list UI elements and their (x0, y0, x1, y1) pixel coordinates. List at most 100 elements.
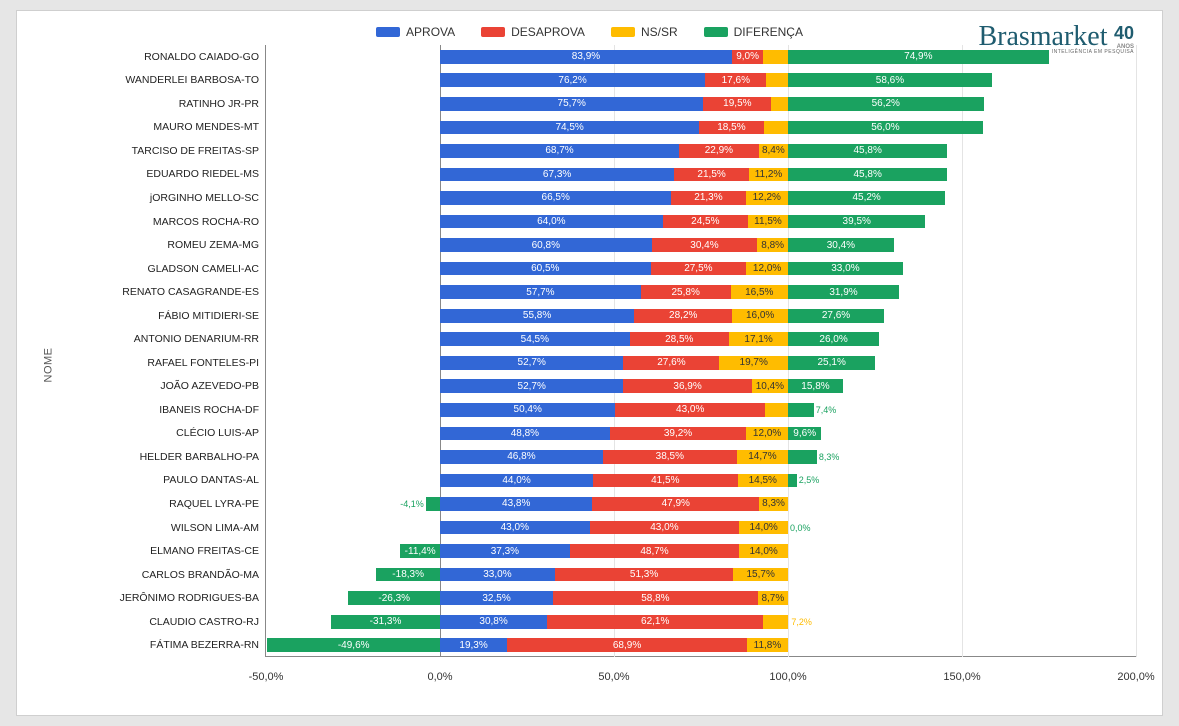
bar-segment-desaprova: 28,5% (630, 332, 729, 346)
category-label: jORGINHO MELLO-SC (51, 193, 259, 204)
bar-segment-nssr: 7,2% (763, 615, 788, 629)
legend-item-diferenca: DIFERENÇA (704, 25, 803, 39)
bar-segment-diferenca: 74,9% (788, 50, 1049, 64)
bar-row: 66,5%21,3%12,2%45,2% (266, 191, 1136, 205)
x-tick-label: 200,0% (1117, 671, 1154, 683)
bar-segment-desaprova: 28,2% (634, 309, 732, 323)
bar-row: 55,8%28,2%16,0%27,6% (266, 309, 1136, 323)
bar-row: 46,8%38,5%14,7%8,3% (266, 450, 1136, 464)
bar-segment-aprova: 74,5% (440, 121, 699, 135)
bar-segment-nssr: 15,7% (733, 568, 788, 582)
bar-row: 67,3%21,5%11,2%45,8% (266, 168, 1136, 182)
bar-segment-nssr: 8,3% (759, 497, 788, 511)
bar-segment-nssr: 12,2% (746, 191, 788, 205)
bar-segment-nssr: 11,5% (748, 215, 788, 229)
bar-segment-diferenca: 26,0% (788, 332, 878, 346)
bar-row: 74,5%18,5%7,0%56,0% (266, 121, 1136, 135)
bar-segment-desaprova: 27,5% (651, 262, 747, 276)
bar-segment-desaprova: 21,3% (671, 191, 745, 205)
bar-row: 52,7%27,6%19,7%25,1% (266, 356, 1136, 370)
bar-segment-desaprova: 43,0% (590, 521, 740, 535)
bar-segment-nssr: 8,4% (759, 144, 788, 158)
bar-segment-aprova: 55,8% (440, 309, 634, 323)
category-label: PAULO DANTAS-AL (51, 475, 259, 486)
bar-segment-aprova: 48,8% (440, 427, 610, 441)
legend-label: APROVA (406, 25, 455, 39)
chart-card: Brasmarket 40 ANOS INTELIGÊNCIA EM PESQU… (16, 10, 1163, 716)
bar-segment-desaprova: 58,8% (553, 591, 758, 605)
y-axis-labels: RONALDO CAIADO-GOWANDERLEI BARBOSA-TORAT… (51, 45, 259, 657)
bar-segment-desaprova: 51,3% (555, 568, 734, 582)
bar-segment-diferenca: 56,0% (788, 121, 983, 135)
bar-segment-diferenca: 27,6% (788, 309, 884, 323)
category-label: RATINHO JR-PR (51, 99, 259, 110)
legend-swatch (704, 27, 728, 37)
category-label: ANTONIO DENARIUM-RR (51, 334, 259, 345)
bar-segment-diferenca: 58,6% (788, 73, 992, 87)
category-label: ELMANO FREITAS-CE (51, 546, 259, 557)
chart-area: -50,0%0,0%50,0%100,0%150,0%200,0%83,9%9,… (265, 45, 1136, 657)
bar-row: 64,0%24,5%11,5%39,5% (266, 215, 1136, 229)
bar-segment-nssr: 11,8% (747, 638, 788, 652)
category-label: RAQUEL LYRA-PE (51, 499, 259, 510)
legend-item-aprova: APROVA (376, 25, 455, 39)
category-label: FÁBIO MITIDIERI-SE (51, 310, 259, 321)
bar-segment-nssr: 6,6% (765, 403, 788, 417)
bar-segment-desaprova: 24,5% (663, 215, 748, 229)
bar-segment-diferenca: -31,3% (331, 615, 440, 629)
bar-segment-diferenca: -26,3% (348, 591, 440, 605)
x-gridline (962, 45, 963, 657)
bar-segment-nssr: 14,0% (739, 521, 788, 535)
bar-segment-aprova: 30,8% (440, 615, 547, 629)
category-label: MARCOS ROCHA-RO (51, 216, 259, 227)
x-gridline (614, 45, 615, 657)
bar-segment-desaprova: 30,4% (652, 238, 758, 252)
bar-row: 48,8%39,2%12,0%9,6% (266, 427, 1136, 441)
bar-segment-desaprova: 19,5% (703, 97, 771, 111)
bar-segment-diferenca: -11,4% (400, 544, 440, 558)
bar-segment-aprova: 54,5% (440, 332, 630, 346)
legend-item-desaprova: DESAPROVA (481, 25, 585, 39)
chart-plot: NOME RONALDO CAIADO-GOWANDERLEI BARBOSA-… (39, 45, 1140, 685)
bar-row: 30,8%62,1%7,2%-31,3% (266, 615, 1136, 629)
category-label: IBANEIS ROCHA-DF (51, 405, 259, 416)
bar-segment-nssr: 6,2% (766, 73, 788, 87)
bar-segment-diferenca: 2,5% (788, 474, 797, 488)
bar-segment-desaprova: 27,6% (623, 356, 719, 370)
bar-row: 83,9%9,0%7,1%74,9% (266, 50, 1136, 64)
x-axis-line (266, 656, 1136, 657)
bar-segment-aprova: 33,0% (440, 568, 555, 582)
bar-segment-diferenca: 9,6% (788, 427, 821, 441)
bar-segment-desaprova: 38,5% (603, 450, 737, 464)
category-label: RENATO CASAGRANDE-ES (51, 287, 259, 298)
bar-segment-aprova: 44,0% (440, 474, 593, 488)
x-tick-label: 150,0% (943, 671, 980, 683)
bar-segment-aprova: 50,4% (440, 403, 615, 417)
bar-segment-aprova: 68,7% (440, 144, 679, 158)
bar-segment-desaprova: 21,5% (674, 168, 749, 182)
bar-segment-diferenca: -4,1% (426, 497, 440, 511)
bar-segment-diferenca: 7,4% (788, 403, 814, 417)
bar-segment-desaprova: 18,5% (699, 121, 763, 135)
category-label: RAFAEL FONTELES-PI (51, 358, 259, 369)
bar-segment-desaprova: 68,9% (507, 638, 747, 652)
legend-label: DIFERENÇA (734, 25, 803, 39)
bar-segment-nssr: 7,0% (764, 121, 788, 135)
bar-segment-nssr: 14,0% (739, 544, 788, 558)
bar-segment-diferenca: 39,5% (788, 215, 925, 229)
x-baseline (440, 45, 441, 657)
bar-segment-nssr: 14,5% (738, 474, 788, 488)
bar-segment-desaprova: 47,9% (592, 497, 759, 511)
category-label: FÁTIMA BEZERRA-RN (51, 640, 259, 651)
bar-segment-nssr: 10,4% (752, 379, 788, 393)
bar-segment-aprova: 19,3% (440, 638, 507, 652)
legend-swatch (376, 27, 400, 37)
legend-swatch (611, 27, 635, 37)
bar-segment-aprova: 43,0% (440, 521, 590, 535)
bar-segment-aprova: 60,5% (440, 262, 651, 276)
bar-segment-nssr: 7,1% (763, 50, 788, 64)
bar-segment-desaprova: 36,9% (623, 379, 751, 393)
bar-segment-diferenca: 33,0% (788, 262, 903, 276)
bar-row: 33,0%51,3%15,7%-18,3% (266, 568, 1136, 582)
bar-row: 57,7%25,8%16,5%31,9% (266, 285, 1136, 299)
